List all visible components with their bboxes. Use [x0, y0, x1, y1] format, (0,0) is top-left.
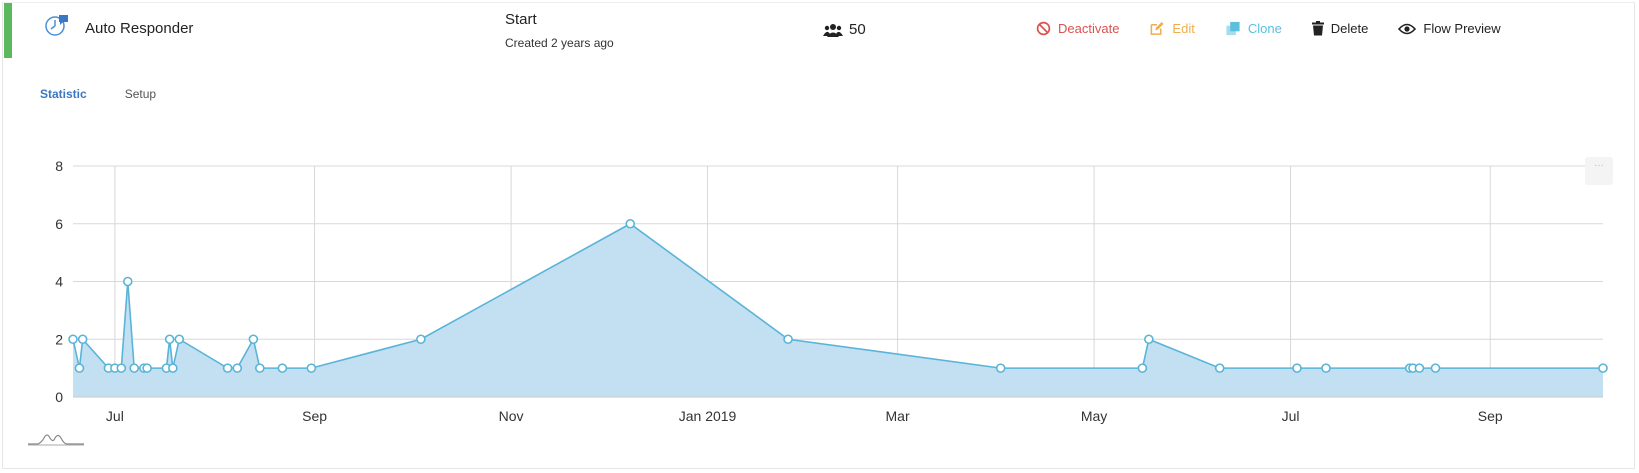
status-label: Start — [505, 11, 537, 28]
users-icon — [823, 23, 843, 37]
status-accent-bar — [4, 3, 12, 58]
tab-setup[interactable]: Setup — [124, 87, 157, 101]
deactivate-button[interactable]: Deactivate — [1036, 21, 1119, 36]
flow-title: Auto Responder — [85, 20, 194, 37]
tab-bar: Statistic Setup — [40, 87, 194, 101]
trash-icon — [1311, 21, 1324, 36]
flow-preview-button[interactable]: Flow Preview — [1398, 21, 1501, 36]
subscriber-count: 50 — [823, 21, 866, 38]
edit-label: Edit — [1172, 21, 1195, 36]
ban-icon — [1036, 21, 1051, 36]
action-bar: Deactivate Edit Clone Delete Flow Previe… — [1036, 21, 1531, 36]
clone-label: Clone — [1247, 21, 1282, 36]
flow-status: Start Created 2 years ago — [505, 11, 614, 50]
robot-message-icon — [44, 12, 70, 38]
deactivate-label: Deactivate — [1058, 21, 1120, 36]
dots-icon: ··· — [1594, 160, 1604, 171]
delete-label: Delete — [1330, 21, 1369, 36]
subscriber-count-value: 50 — [849, 21, 866, 38]
sparkline-icon[interactable] — [28, 430, 84, 451]
clone-icon — [1226, 21, 1240, 36]
chart-menu-button[interactable]: ··· — [1585, 157, 1613, 185]
clone-button[interactable]: Clone — [1225, 21, 1282, 36]
edit-button[interactable]: Edit — [1149, 21, 1195, 36]
created-time: Created 2 years ago — [505, 36, 614, 50]
flow-preview-label: Flow Preview — [1423, 21, 1501, 36]
tab-statistic[interactable]: Statistic — [40, 87, 87, 101]
delete-button[interactable]: Delete — [1311, 21, 1369, 36]
pencil-square-icon — [1151, 21, 1164, 35]
eye-icon — [1398, 23, 1417, 34]
